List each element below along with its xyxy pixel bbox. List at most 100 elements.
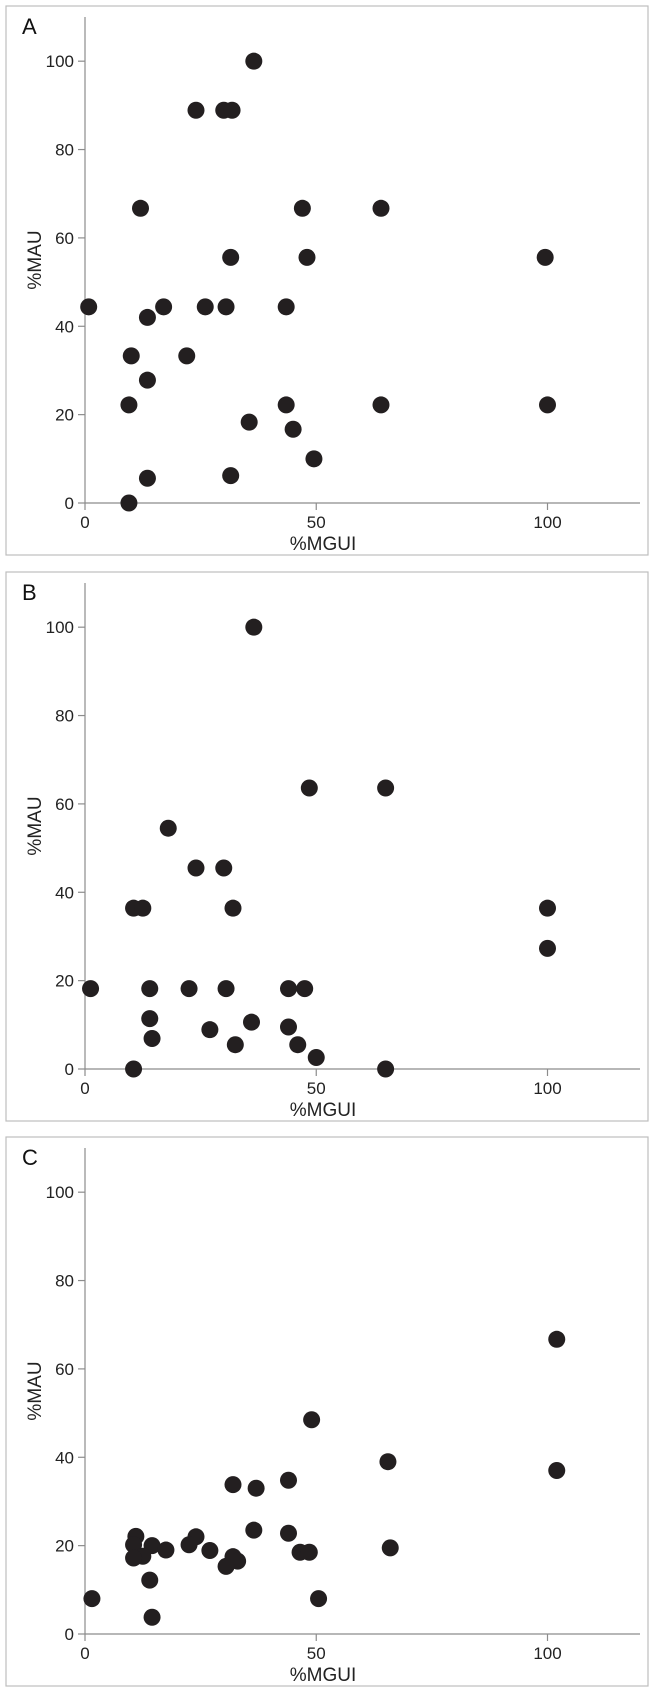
y-axis-label: %MAU	[25, 1361, 46, 1420]
data-point	[157, 1541, 175, 1559]
y-tick-label: 100	[46, 52, 74, 71]
data-point	[307, 1049, 325, 1067]
x-axis-label: %MGUI	[290, 1100, 357, 1121]
data-point	[125, 1060, 143, 1078]
data-point	[83, 1590, 101, 1608]
data-point	[125, 1536, 143, 1554]
data-point	[196, 298, 214, 316]
data-point	[155, 298, 173, 316]
data-point	[138, 469, 156, 487]
x-tick-label: 100	[533, 513, 561, 532]
data-point	[187, 859, 205, 877]
data-point	[222, 467, 240, 485]
panel-c: 0 20 40 60 80 100 0 50 100 C %MGUI %MAU	[5, 1136, 649, 1687]
x-tick-label: 100	[533, 1079, 561, 1098]
data-point	[215, 859, 233, 877]
data-point	[180, 980, 198, 998]
data-point	[280, 1018, 297, 1036]
data-point	[201, 1541, 219, 1559]
data-point	[379, 1453, 397, 1471]
data-point	[536, 248, 554, 266]
data-point	[224, 899, 242, 917]
data-point	[141, 980, 159, 998]
data-point	[280, 980, 297, 998]
y-tick-label: 20	[55, 1537, 74, 1556]
y-tick-label: 100	[46, 618, 74, 637]
data-point	[289, 1036, 307, 1054]
data-point	[284, 420, 302, 438]
y-tick-label: 100	[46, 1183, 74, 1202]
data-point	[245, 618, 263, 636]
y-tick-label: 20	[55, 972, 74, 991]
x-tick-label: 0	[80, 1079, 89, 1098]
data-point	[377, 1060, 395, 1078]
panel-a: 0 20 40 60 80 100 0 50 100 A %MGUI %MAU	[5, 5, 649, 556]
data-point	[122, 347, 140, 365]
y-tick-label: 60	[55, 795, 74, 814]
data-point	[243, 1013, 260, 1031]
x-axis-label: %MGUI	[290, 534, 357, 555]
panel-letter: C	[22, 1145, 38, 1170]
y-tick-label: 80	[55, 141, 74, 160]
data-point	[245, 1521, 263, 1539]
data-point	[217, 1557, 235, 1575]
y-tick-label: 40	[55, 317, 74, 336]
y-tick-label: 40	[55, 1448, 74, 1467]
data-point	[305, 450, 323, 468]
data-point	[296, 980, 314, 998]
y-tick-label: 0	[65, 1625, 74, 1644]
data-point	[293, 199, 311, 217]
data-point	[159, 819, 177, 837]
data-point	[277, 396, 295, 414]
data-point	[548, 1462, 566, 1480]
data-point	[138, 371, 156, 389]
data-point	[280, 1524, 297, 1542]
data-point	[223, 101, 241, 119]
x-tick-label: 100	[533, 1644, 561, 1663]
data-point	[125, 1549, 143, 1567]
x-tick-label: 50	[307, 1079, 326, 1098]
x-tick-label: 0	[80, 1644, 89, 1663]
panel-b: 0 20 40 60 80 100 0 50 100 B %MGUI %MAU	[5, 571, 649, 1122]
panel-frame	[5, 571, 649, 1122]
y-axis-label: %MAU	[25, 796, 46, 855]
panel-frame	[5, 5, 649, 556]
data-point	[143, 1608, 161, 1626]
data-point	[201, 1021, 219, 1039]
data-point	[224, 1476, 242, 1494]
data-point	[539, 396, 556, 414]
panel-letter: B	[22, 580, 37, 605]
x-axis-label: %MGUI	[290, 1665, 357, 1686]
y-tick-label: 40	[55, 883, 74, 902]
data-point	[82, 980, 100, 998]
y-tick-label: 0	[65, 1060, 74, 1079]
data-point	[143, 1030, 161, 1048]
data-point	[180, 1536, 198, 1554]
data-point	[298, 248, 316, 266]
x-tick-label: 50	[307, 1644, 326, 1663]
data-point	[240, 413, 258, 431]
data-point	[226, 1036, 244, 1054]
data-point	[372, 396, 390, 414]
data-point	[132, 199, 149, 217]
data-point	[277, 298, 295, 316]
panel-letter: A	[22, 14, 37, 39]
data-point	[247, 1479, 265, 1497]
y-tick-label: 0	[65, 494, 74, 513]
panel-frame	[5, 1136, 649, 1687]
y-tick-label: 80	[55, 1272, 74, 1291]
data-point	[300, 779, 318, 797]
data-point	[141, 1571, 159, 1589]
data-point	[300, 1543, 318, 1561]
data-point	[178, 347, 196, 365]
y-axis-label: %MAU	[25, 230, 46, 289]
data-point	[539, 939, 556, 957]
data-point	[187, 101, 205, 119]
data-point	[548, 1330, 566, 1348]
data-point	[222, 248, 240, 266]
y-tick-label: 60	[55, 1360, 74, 1379]
x-tick-label: 50	[307, 513, 326, 532]
y-tick-label: 20	[55, 406, 74, 425]
